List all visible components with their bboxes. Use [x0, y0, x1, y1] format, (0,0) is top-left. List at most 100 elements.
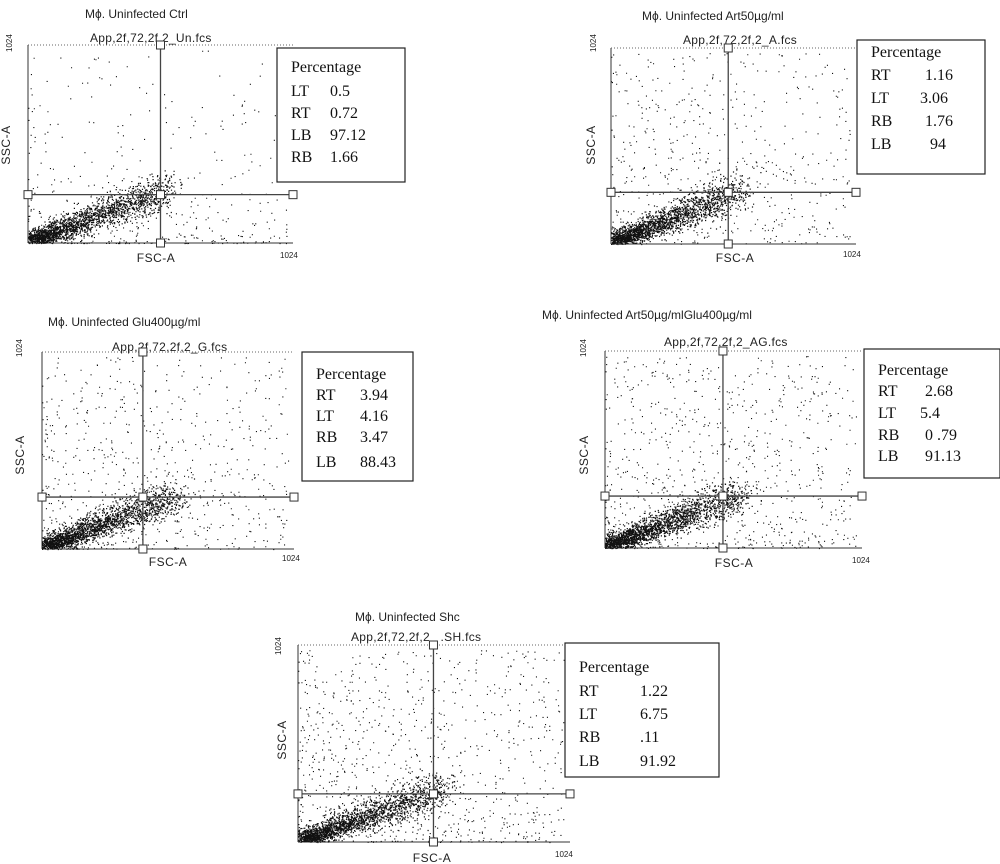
quadrant-label: LB	[316, 454, 336, 471]
quadrant-label: LT	[316, 408, 334, 425]
plot-title: Mϕ. Uninfected Ctrl	[85, 7, 188, 21]
quadrant-label: LB	[871, 136, 891, 153]
gate-handle[interactable]	[428, 789, 438, 799]
y-tick-label: 1024	[15, 339, 24, 357]
percentage-header: Percentage	[291, 59, 361, 76]
percentage-box-border	[856, 39, 986, 175]
quadrant-value: 3.47	[360, 429, 388, 446]
gate-handle[interactable]	[565, 789, 575, 799]
gate-handle[interactable]	[156, 190, 165, 200]
gate-handle[interactable]	[156, 238, 165, 248]
scatter-plot-2: Mϕ. Uninfected Art50µg/ml App,2f,72,2f,2_…	[584, 9, 986, 265]
scatter-plot-3: Mϕ. Uninfected Glu400µg/mlApp,2f,72,2f,2…	[13, 315, 414, 569]
x-tick-label: 1024	[280, 251, 298, 260]
y-tick-label: 1024	[589, 34, 598, 52]
quadrant-label: LB	[291, 127, 311, 144]
quadrant-percentage-box: Percentage LT 0.5 RT 0.72 LB 97.12 RB 1.66	[276, 47, 406, 183]
x-tick-label: 1024	[852, 556, 870, 565]
y-axis-label: SSC-A	[13, 435, 27, 474]
quadrant-value: .11	[640, 729, 659, 746]
scatter-plot-1: Mϕ. Uninfected Ctrl App,2f,72,2f,2_Un.fcs…	[0, 7, 406, 265]
quadrant-label: LT	[579, 706, 597, 723]
x-axis-label: FSC-A	[149, 555, 188, 569]
quadrant-value: 91.92	[640, 753, 676, 770]
percentage-header: Percentage	[871, 44, 941, 61]
gate-handle[interactable]	[723, 43, 733, 53]
quadrant-percentage-box: Percentage RT 1.16 LT 3.06 RB 1.76 LB 94	[856, 39, 986, 175]
gate-handle[interactable]	[138, 492, 148, 502]
gate-handle[interactable]	[428, 640, 438, 650]
event-dots	[611, 53, 851, 246]
y-axis-label: SSC-A	[577, 435, 591, 474]
quadrant-label: LB	[878, 448, 898, 465]
x-axis-label: FSC-A	[716, 251, 755, 265]
quadrant-label: RB	[316, 429, 337, 446]
gate-handle[interactable]	[723, 187, 733, 197]
percentage-box-border	[301, 351, 414, 482]
quadrant-value: 91.13	[925, 448, 961, 465]
gate-handle[interactable]	[606, 187, 616, 197]
quadrant-value: 2.68	[925, 383, 953, 400]
gate-handle[interactable]	[23, 190, 33, 200]
quadrant-value: 88.43	[360, 454, 396, 471]
gate-handle[interactable]	[851, 187, 861, 197]
quadrant-label: LT	[291, 83, 309, 100]
x-axis-label: FSC-A	[715, 556, 754, 570]
x-axis-label: FSC-A	[413, 851, 452, 864]
fcs-file-label: App,2f,72,2f,2_AG.fcs	[664, 335, 788, 349]
x-tick-label: 1024	[282, 554, 300, 563]
gate-handle[interactable]	[138, 347, 148, 357]
gate-handle[interactable]	[37, 492, 47, 502]
y-tick-label: 1024	[5, 34, 14, 52]
gate-handle[interactable]	[156, 40, 165, 50]
quadrant-value: 0.72	[330, 105, 358, 122]
quadrant-label: RT	[316, 387, 336, 404]
quadrant-value: 1.66	[330, 149, 358, 166]
plot-title: Mϕ. Uninfected Glu400µg/ml	[48, 315, 200, 329]
gate-handle[interactable]	[288, 190, 298, 200]
quadrant-value: 1.76	[925, 113, 953, 130]
fcs-file-label: App,2f,72,2f,2_ .SH.fcs	[351, 630, 481, 644]
plot-title: Mϕ. Uninfected Art50µg/ml	[642, 9, 784, 23]
event-dots	[605, 356, 857, 550]
event-points	[605, 356, 857, 550]
y-tick-label: 1024	[579, 339, 588, 357]
percentage-header: Percentage	[316, 366, 386, 383]
gate-handle[interactable]	[857, 491, 867, 501]
x-tick-label: 1024	[843, 250, 861, 259]
gate-handle[interactable]	[138, 544, 148, 554]
scatter-plot-5: Mϕ. Uninfected Shc App,2f,72,2f,2_ .SH.fc…	[274, 610, 720, 864]
fcs-file-label: App,2f,72,2f,2_A.fcs	[683, 33, 797, 47]
x-tick-label: 1024	[555, 850, 573, 859]
gate-handle[interactable]	[723, 239, 733, 249]
gate-handle[interactable]	[600, 491, 610, 501]
percentage-header: Percentage	[878, 362, 948, 379]
quadrant-value: 97.12	[330, 127, 366, 144]
gate-handle[interactable]	[718, 346, 728, 356]
gate-handle[interactable]	[428, 837, 438, 847]
quadrant-label: RB	[291, 149, 312, 166]
event-dots	[28, 50, 288, 245]
quadrant-label: LT	[871, 90, 889, 107]
quadrant-label: RT	[579, 683, 599, 700]
percentage-header: Percentage	[579, 659, 649, 676]
gate-handle[interactable]	[289, 492, 299, 502]
quadrant-value: 6.75	[640, 706, 668, 723]
x-axis-label: FSC-A	[137, 251, 176, 265]
quadrant-label: RB	[579, 729, 600, 746]
quadrant-percentage-box: Percentage RT 3.94 LT 4.16 RB 3.47 LB 88.43	[301, 351, 414, 482]
quadrant-label: LB	[579, 753, 599, 770]
quadrant-label: RB	[871, 113, 892, 130]
gate-handle[interactable]	[718, 543, 728, 553]
quadrant-value: 0 .79	[925, 427, 957, 444]
y-axis-label: SSC-A	[275, 720, 289, 759]
event-points	[298, 650, 565, 844]
scatter-plot-4: Mϕ. Uninfected Art50µg/mlGlu400µg/ml App,…	[542, 308, 1000, 570]
quadrant-label: RT	[878, 383, 898, 400]
quadrant-value: 4.16	[360, 408, 388, 425]
gate-handle[interactable]	[293, 789, 303, 799]
quadrant-value: 1.22	[640, 683, 668, 700]
gate-handle[interactable]	[718, 491, 728, 501]
y-axis-label: SSC-A	[584, 125, 598, 164]
